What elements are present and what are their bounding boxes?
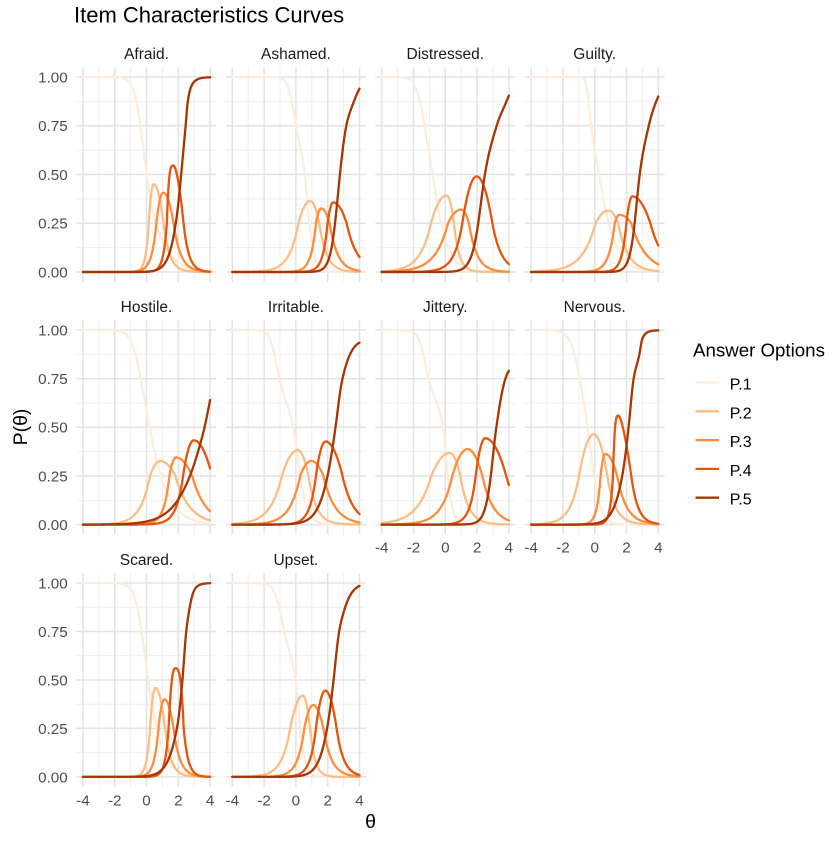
svg-text:0.50: 0.50 [38,420,68,437]
svg-text:P.4: P.4 [730,463,752,480]
svg-text:2: 2 [473,539,481,556]
svg-text:Afraid.: Afraid. [124,46,169,63]
svg-text:Answer Options: Answer Options [693,340,825,361]
svg-text:0: 0 [142,793,150,810]
svg-text:0.75: 0.75 [38,371,68,388]
svg-text:Scared.: Scared. [120,552,173,569]
svg-text:-4: -4 [76,793,90,810]
svg-text:2: 2 [174,793,182,810]
svg-text:0.75: 0.75 [38,118,68,135]
svg-text:0: 0 [292,793,300,810]
svg-text:P.5: P.5 [730,492,752,509]
svg-text:Nervous.: Nervous. [564,299,626,316]
svg-text:Hostile.: Hostile. [121,299,173,316]
svg-text:-4: -4 [524,539,538,556]
svg-text:0.00: 0.00 [38,517,68,534]
svg-text:Distressed.: Distressed. [407,46,485,63]
svg-text:0: 0 [441,539,449,556]
svg-text:0.25: 0.25 [38,216,68,233]
svg-text:0.75: 0.75 [38,624,68,641]
svg-text:P(θ): P(θ) [10,409,32,446]
svg-text:0: 0 [590,539,598,556]
svg-text:-4: -4 [375,539,389,556]
svg-text:Item Characteristics Curves: Item Characteristics Curves [74,2,344,27]
svg-text:1.00: 1.00 [38,69,68,86]
svg-text:4: 4 [355,793,363,810]
svg-text:1.00: 1.00 [38,322,68,339]
svg-text:2: 2 [622,539,630,556]
svg-text:-2: -2 [257,793,271,810]
svg-text:4: 4 [654,539,662,556]
svg-text:0.25: 0.25 [38,721,68,738]
svg-text:P.2: P.2 [730,405,752,422]
svg-text:4: 4 [206,793,214,810]
svg-text:1.00: 1.00 [38,575,68,592]
svg-text:Jittery.: Jittery. [423,299,468,316]
svg-text:0.00: 0.00 [38,264,68,281]
svg-text:4: 4 [505,539,513,556]
svg-text:-2: -2 [108,793,122,810]
svg-text:P.3: P.3 [730,434,752,451]
svg-text:0.00: 0.00 [38,769,68,786]
svg-text:P.1: P.1 [730,377,752,394]
svg-text:Upset.: Upset. [273,552,318,569]
svg-text:2: 2 [323,793,331,810]
svg-text:0.50: 0.50 [38,167,68,184]
svg-text:-2: -2 [556,539,570,556]
svg-text:-4: -4 [226,793,240,810]
svg-text:Ashamed.: Ashamed. [261,46,331,63]
svg-text:0.50: 0.50 [38,672,68,689]
svg-text:θ: θ [365,811,376,833]
svg-text:Irritable.: Irritable. [268,299,324,316]
svg-text:-2: -2 [407,539,421,556]
svg-text:Guilty.: Guilty. [573,46,616,63]
svg-text:0.25: 0.25 [38,468,68,485]
